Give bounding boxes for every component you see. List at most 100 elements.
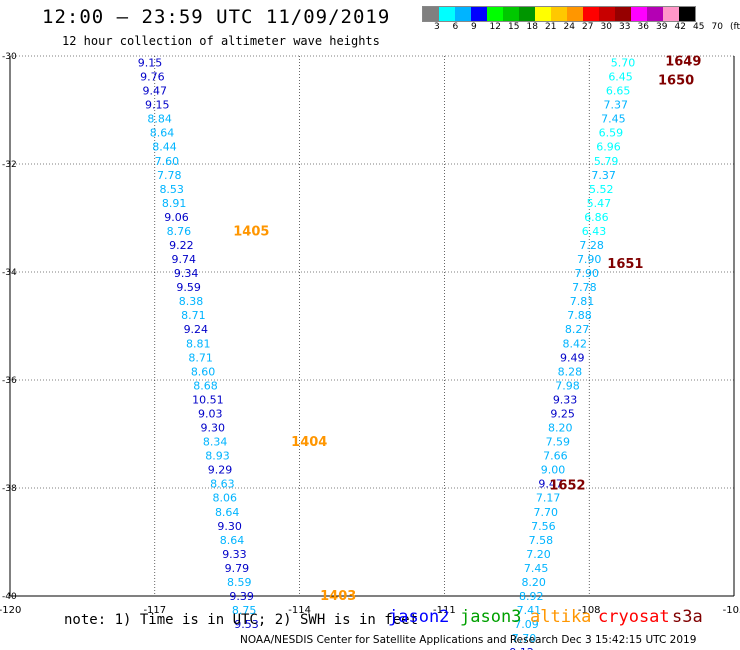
wave-height-value: 9.47 bbox=[143, 85, 168, 98]
wave-height-value: 9.30 bbox=[200, 422, 225, 435]
wave-height-value: 8.59 bbox=[227, 576, 252, 589]
wave-height-value: 9.12 bbox=[509, 646, 534, 650]
wave-height-value: 8.28 bbox=[558, 365, 583, 378]
map-subtitle: 12 hour collection of altimeter wave hei… bbox=[62, 34, 380, 48]
colorbar-swatch bbox=[599, 7, 615, 21]
mission-s3a: s3a bbox=[672, 607, 703, 627]
colorbar-label: 24 bbox=[563, 22, 575, 32]
colorbar-label: 30 bbox=[600, 22, 612, 32]
wave-height-value: 8.91 bbox=[162, 197, 187, 210]
wave-height-value: 8.93 bbox=[205, 450, 230, 463]
wave-height-value: 8.64 bbox=[215, 506, 240, 519]
y-tick-label: -30 bbox=[2, 52, 17, 62]
wave-height-value: 8.34 bbox=[203, 436, 228, 449]
wave-height-value: 9.47 bbox=[538, 478, 563, 491]
wave-height-value: 8.76 bbox=[167, 225, 192, 238]
wave-height-value: 8.92 bbox=[519, 590, 544, 603]
wave-height-value: 8.71 bbox=[188, 351, 213, 364]
time-label: 1404 bbox=[291, 435, 327, 450]
colorbar-swatch bbox=[615, 7, 631, 21]
wave-height-value: 7.81 bbox=[570, 295, 595, 308]
colorbar-swatch bbox=[567, 7, 583, 21]
x-tick-label: -120 bbox=[0, 605, 21, 616]
wave-height-value: 7.28 bbox=[579, 239, 604, 252]
wave-height-value: 7.37 bbox=[591, 169, 616, 182]
colorbar-swatch bbox=[663, 7, 679, 21]
units-note: note: 1) Time is in UTC; 2) SWH is in fe… bbox=[64, 612, 419, 628]
wave-height-value: 7.17 bbox=[536, 492, 561, 505]
colorbar-swatch bbox=[583, 7, 599, 21]
wave-height-value: 7.66 bbox=[543, 450, 568, 463]
colorbar-label: 12 bbox=[489, 22, 501, 32]
wave-height-value: 9.79 bbox=[225, 562, 250, 575]
wave-height-value: 7.78 bbox=[157, 169, 182, 182]
wave-height-value: 7.78 bbox=[572, 281, 597, 294]
colorbar-swatch bbox=[679, 7, 695, 21]
wave-height-value: 5.47 bbox=[587, 197, 612, 210]
y-tick-label: -32 bbox=[2, 160, 17, 170]
wave-height-value: 9.00 bbox=[541, 464, 566, 477]
y-tick-label: -38 bbox=[2, 484, 17, 494]
wave-height-value: 8.64 bbox=[150, 127, 175, 140]
time-label: 1651 bbox=[607, 257, 643, 272]
colorbar-swatch bbox=[471, 7, 487, 21]
colorbar-swatch bbox=[455, 7, 471, 21]
colorbar-label: 42 bbox=[674, 22, 686, 32]
footer-credit: NOAA/NESDIS Center for Satellite Applica… bbox=[240, 634, 697, 646]
wave-height-value: 8.53 bbox=[159, 183, 184, 196]
wave-height-value: 9.49 bbox=[560, 351, 585, 364]
colorbar-swatch bbox=[551, 7, 567, 21]
wave-height-value: 9.24 bbox=[184, 323, 209, 336]
colorbar-swatch bbox=[519, 7, 535, 21]
colorbar-label: 36 bbox=[637, 22, 649, 32]
mission-jason3: jason3 bbox=[460, 607, 522, 627]
wave-height-value: 7.45 bbox=[524, 562, 549, 575]
wave-height-value: 7.88 bbox=[567, 309, 592, 322]
colorbar-label: 27 bbox=[582, 22, 594, 32]
mission-altika: altika bbox=[530, 607, 592, 627]
colorbar-swatch bbox=[535, 7, 551, 21]
wave-height-value: 6.65 bbox=[606, 85, 631, 98]
colorbar-label: 15 bbox=[508, 22, 520, 32]
colorbar-label: 70 bbox=[711, 22, 723, 32]
wave-height-value: 5.70 bbox=[611, 56, 636, 69]
wave-height-value: 7.98 bbox=[555, 379, 580, 392]
wave-height-value: 7.20 bbox=[526, 548, 551, 561]
mission-jason2: jason2 bbox=[388, 607, 450, 627]
wave-height-value: 8.20 bbox=[521, 576, 546, 589]
wave-height-value: 5.52 bbox=[589, 183, 614, 196]
wave-height-value: 9.33 bbox=[222, 548, 247, 561]
wave-height-value: 5.79 bbox=[594, 155, 619, 168]
colorbar-label: 18 bbox=[526, 22, 538, 32]
x-tick-label: -105 bbox=[723, 605, 740, 616]
time-label: 1652 bbox=[549, 478, 585, 493]
wave-height-value: 9.06 bbox=[164, 211, 189, 224]
wave-height-value: 9.03 bbox=[198, 407, 223, 420]
colorbar-swatch bbox=[503, 7, 519, 21]
wave-height-value: 6.96 bbox=[596, 141, 621, 154]
wave-height-value: 7.60 bbox=[155, 155, 180, 168]
map-title: 12:00 — 23:59 UTC 11/09/2019 bbox=[42, 6, 391, 28]
colorbar bbox=[422, 6, 696, 22]
wave-height-value: 8.84 bbox=[147, 113, 172, 126]
wave-height-value: 8.64 bbox=[220, 534, 245, 547]
wave-height-value: 8.44 bbox=[152, 141, 177, 154]
wave-height-value: 9.22 bbox=[169, 239, 194, 252]
wave-height-value: 6.43 bbox=[582, 225, 607, 238]
colorbar-label: (ft) bbox=[730, 22, 740, 32]
colorbar-label: 45 bbox=[693, 22, 705, 32]
y-tick-label: -34 bbox=[2, 268, 17, 278]
wave-height-value: 9.15 bbox=[138, 56, 163, 69]
colorbar-swatch bbox=[487, 7, 503, 21]
time-label: 1649 bbox=[665, 54, 701, 69]
wave-height-value: 9.76 bbox=[140, 71, 165, 84]
wave-height-value: 8.71 bbox=[181, 309, 206, 322]
wave-height-value: 6.86 bbox=[584, 211, 609, 224]
wave-height-value: 9.34 bbox=[174, 267, 199, 280]
y-tick-label: -40 bbox=[2, 592, 17, 602]
wave-height-value: 7.37 bbox=[603, 99, 628, 112]
wave-height-value: 6.45 bbox=[608, 71, 633, 84]
wave-height-value: 8.68 bbox=[193, 379, 218, 392]
wave-height-value: 8.27 bbox=[565, 323, 590, 336]
